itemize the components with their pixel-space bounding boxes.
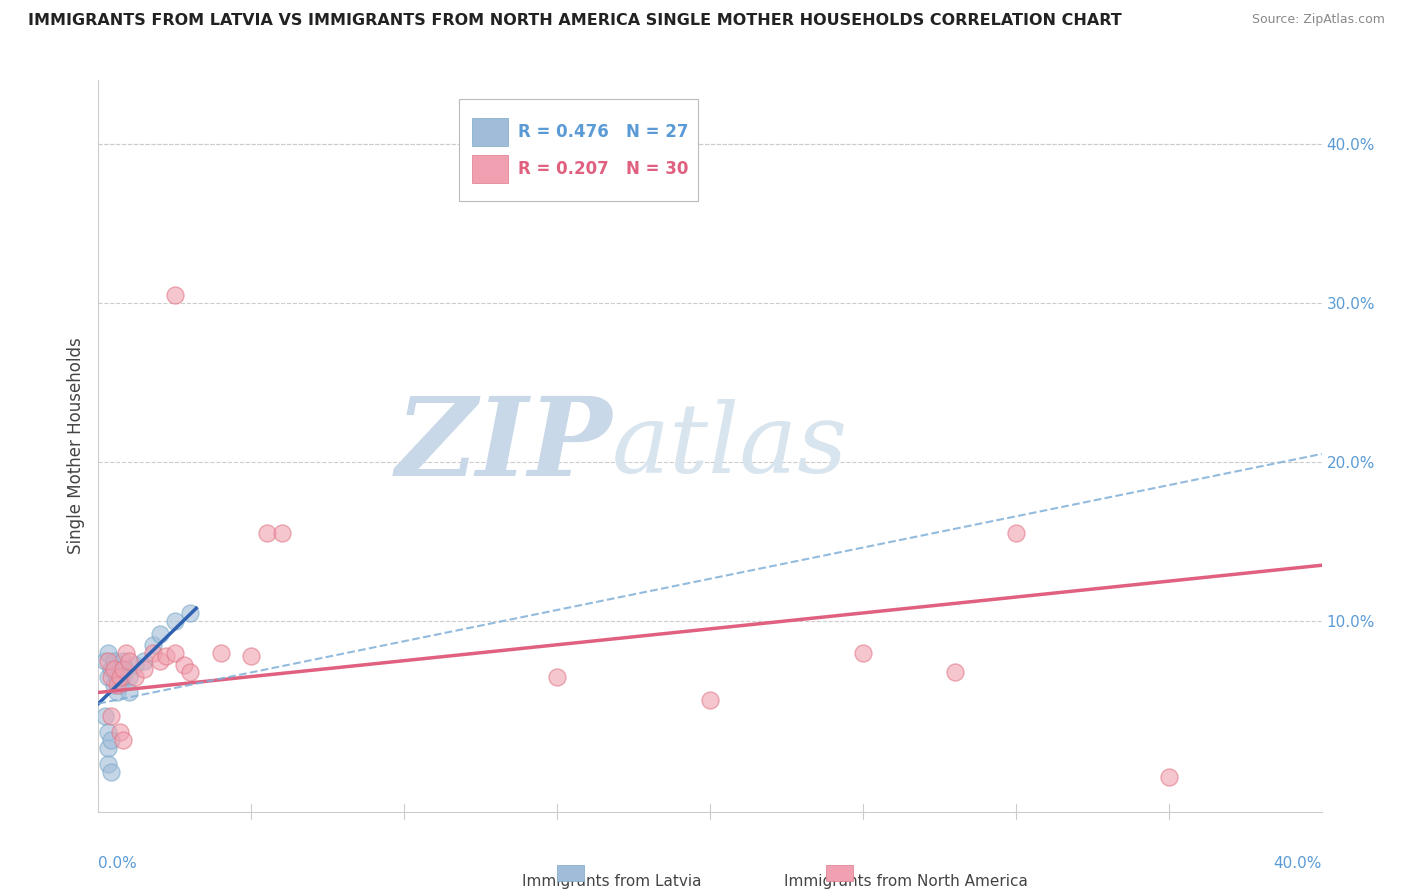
Point xyxy=(103,662,125,676)
Bar xyxy=(827,865,853,881)
Point xyxy=(124,669,146,683)
Point xyxy=(1157,770,1180,784)
Point xyxy=(163,614,186,628)
Point xyxy=(97,654,120,668)
Text: Source: ZipAtlas.com: Source: ZipAtlas.com xyxy=(1251,13,1385,27)
Point xyxy=(179,606,201,620)
Point xyxy=(97,741,120,756)
Point xyxy=(118,685,141,699)
Point xyxy=(97,669,120,683)
Point xyxy=(100,662,122,676)
Text: IMMIGRANTS FROM LATVIA VS IMMIGRANTS FROM NORTH AMERICA SINGLE MOTHER HOUSEHOLDS: IMMIGRANTS FROM LATVIA VS IMMIGRANTS FRO… xyxy=(28,13,1122,29)
Point xyxy=(100,709,122,723)
Point xyxy=(118,669,141,683)
Point xyxy=(256,526,278,541)
Point xyxy=(118,654,141,668)
Text: R = 0.476   N = 27: R = 0.476 N = 27 xyxy=(517,123,689,141)
Point xyxy=(105,669,128,683)
Point xyxy=(97,725,120,739)
Point xyxy=(100,764,122,779)
Point xyxy=(108,662,131,676)
Bar xyxy=(557,865,583,881)
Point xyxy=(93,654,115,668)
Point xyxy=(108,677,131,691)
Point xyxy=(111,669,134,683)
Point xyxy=(155,648,177,663)
Point xyxy=(1004,526,1026,541)
Point xyxy=(97,757,120,772)
Point xyxy=(103,654,125,668)
Point xyxy=(142,638,165,652)
Point xyxy=(105,677,128,691)
Point xyxy=(124,658,146,673)
Point xyxy=(134,662,156,676)
Point xyxy=(546,669,568,683)
Point xyxy=(100,733,122,747)
Point xyxy=(111,733,134,747)
Text: ZIP: ZIP xyxy=(395,392,612,500)
Point xyxy=(115,646,138,660)
Point xyxy=(852,646,875,660)
Bar xyxy=(471,119,508,146)
Point xyxy=(149,626,172,640)
Point xyxy=(93,709,115,723)
Bar xyxy=(471,155,508,183)
FancyBboxPatch shape xyxy=(460,99,697,201)
Point xyxy=(97,646,120,660)
Point xyxy=(111,662,134,676)
Point xyxy=(179,665,201,679)
Point xyxy=(699,693,721,707)
Point xyxy=(270,526,292,541)
Point xyxy=(209,646,232,660)
Point xyxy=(142,646,165,660)
Text: Immigrants from Latvia: Immigrants from Latvia xyxy=(523,874,702,889)
Point xyxy=(108,725,131,739)
Point xyxy=(163,646,186,660)
Text: 0.0%: 0.0% xyxy=(98,855,138,871)
Point xyxy=(163,288,186,302)
Y-axis label: Single Mother Households: Single Mother Households xyxy=(66,338,84,554)
Text: R = 0.207   N = 30: R = 0.207 N = 30 xyxy=(517,160,689,178)
Point xyxy=(108,669,131,683)
Text: atlas: atlas xyxy=(612,399,848,493)
Text: Immigrants from North America: Immigrants from North America xyxy=(783,874,1028,889)
Point xyxy=(943,665,966,679)
Point xyxy=(240,648,263,663)
Point xyxy=(103,677,125,691)
Point xyxy=(149,654,172,668)
Point xyxy=(105,685,128,699)
Text: 40.0%: 40.0% xyxy=(1274,855,1322,871)
Point xyxy=(173,658,195,673)
Point xyxy=(134,654,156,668)
Point xyxy=(115,662,138,676)
Point xyxy=(100,669,122,683)
Point xyxy=(111,654,134,668)
